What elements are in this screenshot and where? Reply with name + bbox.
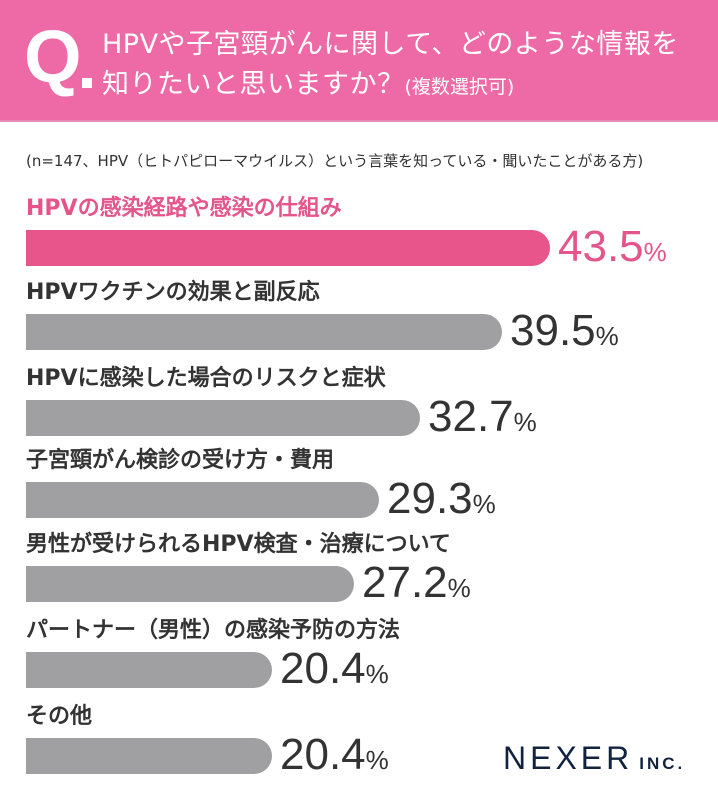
bar xyxy=(26,566,354,602)
bar-row: 子宮頸がん検診の受け方・費用 29.3% xyxy=(26,442,706,523)
bar-value-number: 29.3 xyxy=(387,474,473,523)
logo-name: NEXER xyxy=(503,740,634,776)
bar-row: HPVの感染経路や感染の仕組み 43.5% xyxy=(26,190,706,271)
question-line-2-text: 知りたいと思いますか？ xyxy=(102,69,405,100)
question-multi-select-note: (複数選択可) xyxy=(404,76,515,98)
bar xyxy=(26,738,272,774)
bar-label: その他 xyxy=(26,704,93,729)
sample-note: (n=147、HPV（ヒトパピローマウイルス）という言葉を知っている・聞いたこと… xyxy=(26,152,644,170)
bar-label: HPVに感染した場合のリスクと症状 xyxy=(26,366,386,391)
bar-value-percent: % xyxy=(447,573,471,603)
q-dot xyxy=(82,78,92,88)
bar-value: 39.5% xyxy=(510,306,619,361)
bar-value-number: 32.7 xyxy=(428,392,514,441)
bar-label: HPVワクチンの効果と副反応 xyxy=(26,280,320,305)
bar-value-number: 43.5 xyxy=(558,222,644,271)
bar xyxy=(26,482,379,518)
bar-label: 男性が受けられるHPV検査・治療について xyxy=(26,532,451,557)
question-line-1: HPVや子宮頸がんに関して、どのような情報を xyxy=(102,29,679,60)
bar-value: 20.4% xyxy=(280,644,389,699)
bar xyxy=(26,314,502,350)
question-header: Q HPVや子宮頸がんに関して、どのような情報を 知りたいと思いますか？(複数選… xyxy=(0,0,718,122)
bar xyxy=(26,230,550,266)
bar xyxy=(26,400,420,436)
bar-value-percent: % xyxy=(472,489,496,519)
nexer-logo: NEXER INC. xyxy=(503,740,685,777)
bar-row: その他 20.4% xyxy=(26,698,706,779)
bar-value-number: 27.2 xyxy=(362,558,448,607)
bar-row: 男性が受けられるHPV検査・治療について 27.2% xyxy=(26,526,706,607)
bar-value-percent: % xyxy=(365,659,389,689)
bar-label: HPVの感染経路や感染の仕組み xyxy=(26,196,342,221)
bar-value: 32.7% xyxy=(428,392,537,447)
bar-value-percent: % xyxy=(513,407,537,437)
question-line-2: 知りたいと思いますか？(複数選択可) xyxy=(102,62,514,101)
bar-value-percent: % xyxy=(365,745,389,775)
bar xyxy=(26,652,272,688)
bar-value-number: 39.5 xyxy=(510,306,596,355)
bar-label: 子宮頸がん検診の受け方・費用 xyxy=(26,448,335,473)
bar-value-number: 20.4 xyxy=(280,730,366,779)
q-mark: Q xyxy=(24,15,82,98)
bar-value: 27.2% xyxy=(362,558,471,613)
bar-value: 20.4% xyxy=(280,730,389,785)
bar-value: 43.5% xyxy=(558,222,667,277)
bar-row: HPVに感染した場合のリスクと症状 32.7% xyxy=(26,360,706,441)
bar-value-percent: % xyxy=(643,237,667,267)
bar-label: パートナー（男性）の感染予防の方法 xyxy=(26,618,401,643)
bar-row: パートナー（男性）の感染予防の方法 20.4% xyxy=(26,612,706,693)
logo-suffix: INC. xyxy=(639,754,686,773)
bar-value-percent: % xyxy=(595,321,619,351)
bar-row: HPVワクチンの効果と副反応 39.5% xyxy=(26,274,706,355)
bar-value-number: 20.4 xyxy=(280,644,366,693)
bar-value: 29.3% xyxy=(387,474,496,529)
